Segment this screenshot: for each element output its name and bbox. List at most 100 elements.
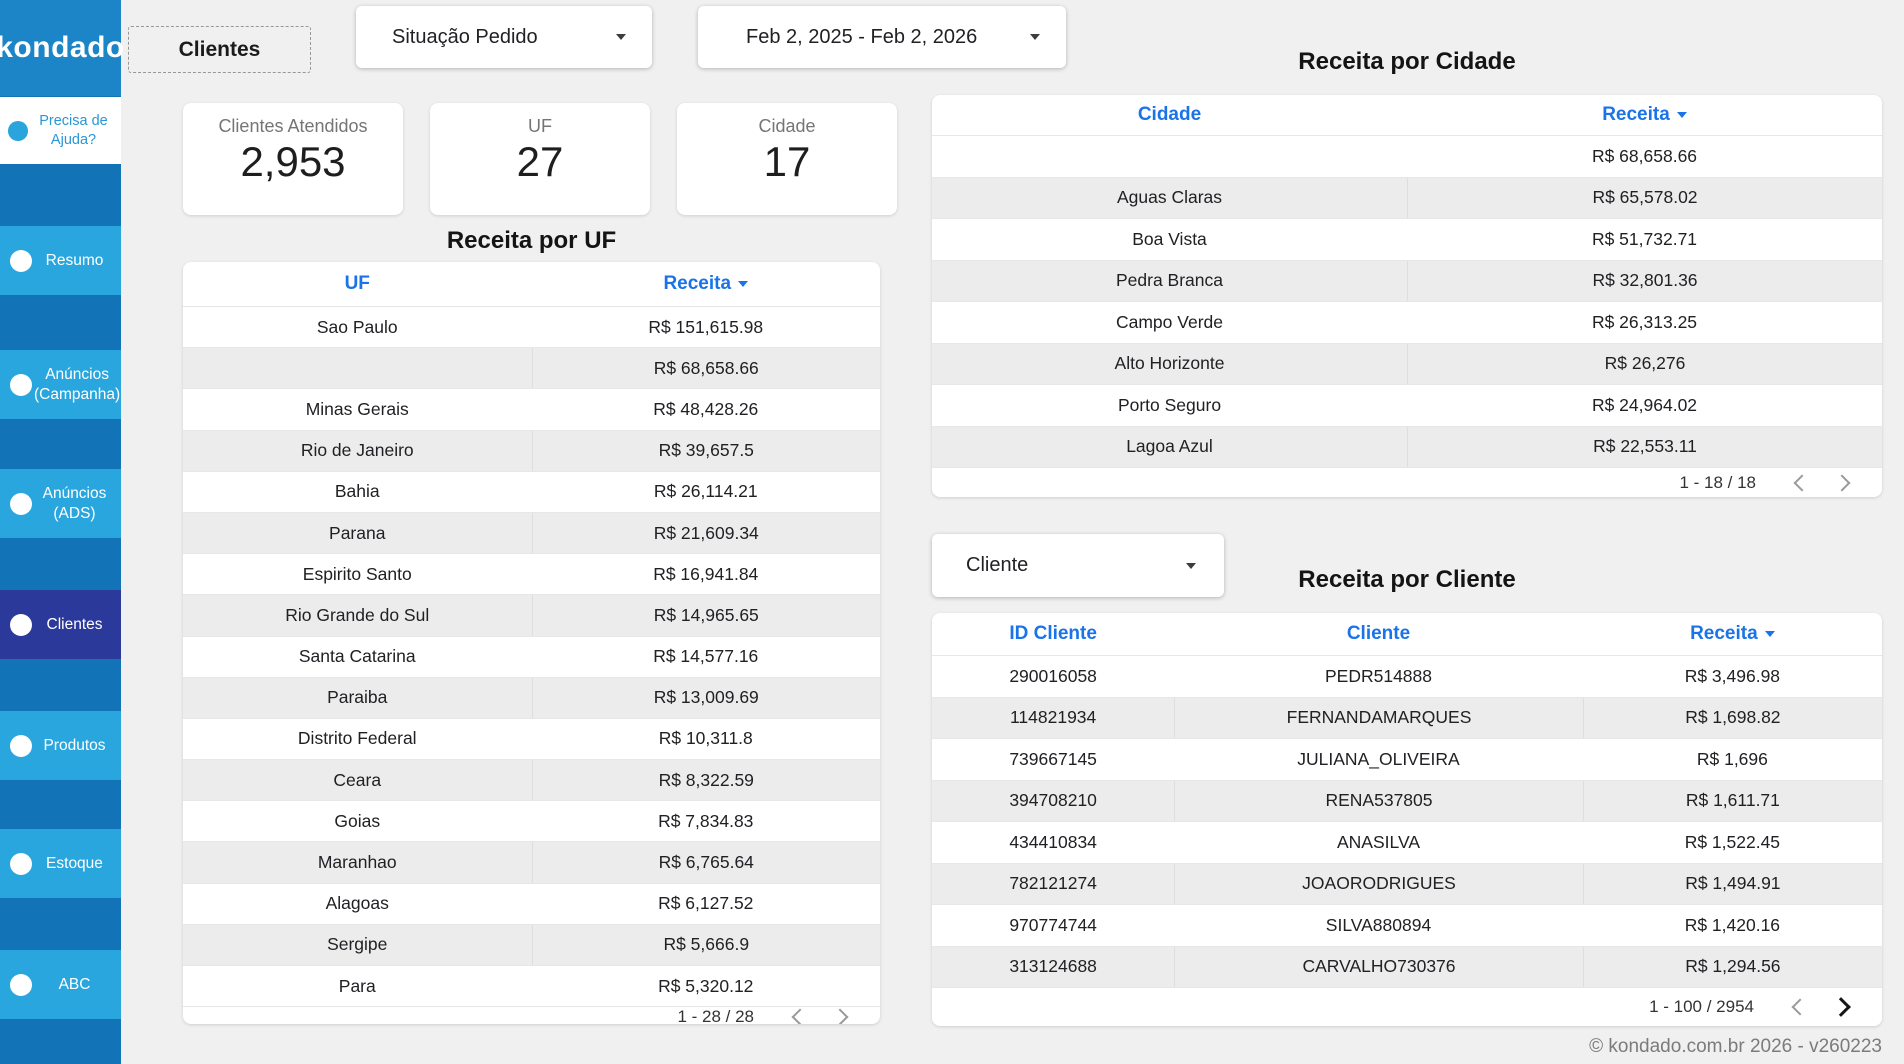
chevron-left-icon[interactable] [1791, 998, 1809, 1016]
scorecard-value: 2,953 [240, 138, 346, 185]
cell-receita: R$ 3,496.98 [1684, 665, 1781, 686]
sidebar-item[interactable]: Estoque [0, 829, 121, 898]
sidebar-item-label: Precisa de Ajuda? [39, 113, 108, 148]
cell-receita: R$ 26,276 [1407, 343, 1882, 384]
cell-id-cliente: 114821934 [1009, 707, 1097, 728]
sort-desc-icon [1764, 631, 1775, 637]
cliente-filter-label: Cliente [966, 554, 1029, 576]
cliente-filter-dropdown[interactable]: Cliente [932, 534, 1224, 597]
cell-receita: R$ 1,611.71 [1582, 780, 1882, 821]
cliente-table: ID Cliente Cliente Receita 290016058 PED… [932, 613, 1882, 1026]
sidebar-item-label: Anúncios (ADS) [42, 485, 107, 522]
sidebar-item[interactable]: Anúncios (Campanha) [0, 350, 121, 419]
sidebar-item[interactable]: Resumo [0, 226, 121, 295]
cell-id-cliente: 290016058 [1009, 665, 1097, 686]
cell-id-cliente: 782121274 [1009, 873, 1097, 894]
table-row: Santa Catarina R$ 14,577.16 [183, 635, 880, 677]
cell-id-cliente: 434410834 [1009, 831, 1097, 852]
page-clientes-label: Clientes [178, 37, 261, 61]
cell-uf: Sao Paulo [316, 316, 398, 337]
cidade-column-header[interactable]: Cidade [1137, 104, 1202, 125]
cliente-table-pagination: 1 - 100 / 2954 [932, 987, 1882, 1026]
cell-uf: Espirito Santo [302, 563, 412, 584]
cell-receita: R$ 1,698.82 [1582, 697, 1882, 738]
table-row: 782121274 JOAORODRIGUES R$ 1,494.91 [932, 862, 1882, 904]
cell-uf: Paraiba [327, 687, 388, 708]
sidebar-item-label: Estoque [46, 854, 103, 872]
table-row: 114821934 FERNANDAMARQUES R$ 1,698.82 [932, 696, 1882, 738]
table-row: Aguas Claras R$ 65,578.02 [932, 176, 1882, 218]
cell-receita: R$ 5,320.12 [658, 975, 754, 996]
chevron-right-icon[interactable] [1833, 474, 1851, 491]
cell-cliente: JULIANA_OLIVEIRA [1297, 748, 1460, 769]
cell-receita: R$ 7,834.83 [658, 810, 754, 831]
receita-column-header[interactable]: Receita [1407, 104, 1882, 126]
pagination-range: 1 - 18 / 18 [1679, 472, 1756, 492]
help-circle-icon [8, 120, 28, 141]
table-row: Minas Gerais R$ 48,428.26 [183, 388, 880, 429]
table-row: R$ 68,658.66 [183, 347, 881, 389]
cell-receita: R$ 68,658.66 [531, 348, 881, 389]
cell-cidade: Boa Vista [1132, 228, 1207, 249]
cell-uf: Sergipe [327, 934, 388, 955]
cell-cliente: JOAORODRIGUES [1174, 863, 1583, 904]
uf-column-header[interactable]: UF [344, 273, 370, 294]
cell-uf: Rio de Janeiro [300, 440, 414, 461]
chevron-down-icon [1030, 34, 1040, 40]
bullet-circle-icon [10, 373, 32, 396]
table-row: 434410834 ANASILVA R$ 1,522.45 [932, 821, 1882, 863]
cell-cliente: PEDR514888 [1324, 665, 1433, 686]
chevron-left-icon[interactable] [1793, 474, 1811, 491]
sidebar-item[interactable]: ABC [0, 950, 121, 1019]
table-row: Goias R$ 7,834.83 [183, 800, 880, 841]
cidade-table-body: R$ 68,658.66 Aguas Claras R$ 65,578.02 B… [932, 135, 1882, 467]
table-row: Parana R$ 21,609.34 [183, 511, 880, 554]
cidade-table-header: Cidade Receita [932, 95, 1882, 135]
chevron-right-icon[interactable] [831, 1008, 849, 1024]
cell-receita: R$ 6,765.64 [531, 842, 881, 883]
cell-id-cliente: 394708210 [1009, 790, 1097, 811]
bullet-circle-icon [10, 852, 32, 875]
sidebar-item[interactable]: Clientes [0, 590, 121, 659]
sidebar-item[interactable]: Anúncios (ADS) [0, 469, 121, 538]
date-range-picker[interactable]: Feb 2, 2025 - Feb 2, 2026 [698, 6, 1066, 68]
id-cliente-column-header[interactable]: ID Cliente [1009, 623, 1097, 644]
cell-receita: R$ 1,420.16 [1684, 914, 1781, 935]
cell-receita: R$ 14,965.65 [531, 595, 881, 636]
cell-cidade: Campo Verde [1115, 311, 1223, 332]
chevron-left-icon[interactable] [791, 1008, 809, 1024]
table-row: 313124688 CARVALHO730376 R$ 1,294.56 [932, 945, 1882, 987]
cell-cidade: Aguas Claras [1116, 187, 1223, 208]
sidebar-item-label: Anúncios (Campanha) [34, 366, 121, 403]
table-row: Boa Vista R$ 51,732.71 [932, 218, 1882, 260]
bullet-circle-icon [10, 973, 32, 996]
table-row: Paraiba R$ 13,009.69 [183, 676, 880, 718]
chevron-down-icon [1186, 562, 1196, 569]
page-clientes-button[interactable]: Clientes [128, 26, 311, 73]
uf-table-header: UF Receita [183, 262, 880, 306]
cell-receita: R$ 16,941.84 [653, 563, 759, 584]
cell-uf: Rio Grande do Sul [285, 604, 430, 625]
situacao-pedido-dropdown[interactable]: Situação Pedido [356, 6, 652, 68]
receita-column-header[interactable]: Receita [532, 273, 881, 295]
cell-receita: R$ 68,658.66 [1591, 145, 1698, 166]
sidebar-item-help[interactable]: Precisa de Ajuda? [0, 97, 121, 164]
table-row: Maranhao R$ 6,765.64 [183, 841, 881, 883]
cell-receita: R$ 1,494.91 [1582, 863, 1882, 904]
sidebar-item[interactable]: Produtos [0, 711, 121, 780]
scorecard-label: UF [528, 116, 552, 136]
cell-uf: Distrito Federal [297, 728, 417, 749]
receita-column-header[interactable]: Receita [1583, 623, 1882, 645]
sort-desc-icon [1676, 112, 1687, 118]
uf-table-pagination: 1 - 28 / 28 [183, 1006, 880, 1024]
table-row: Ceara R$ 8,322.59 [183, 759, 880, 801]
cell-receita: R$ 39,657.5 [531, 430, 881, 471]
uf-table-body: Sao Paulo R$ 151,615.98 R$ 68,658.66 Min… [183, 306, 880, 1006]
cliente-column-header[interactable]: Cliente [1346, 623, 1411, 644]
bullet-circle-icon [10, 249, 32, 272]
table-row: Porto Seguro R$ 24,964.02 [932, 384, 1882, 426]
chevron-right-icon[interactable] [1831, 997, 1851, 1017]
table-row: Rio Grande do Sul R$ 14,965.65 [183, 594, 881, 636]
cell-id-cliente: 739667145 [1009, 748, 1097, 769]
sidebar-item-label: Clientes [46, 615, 103, 633]
